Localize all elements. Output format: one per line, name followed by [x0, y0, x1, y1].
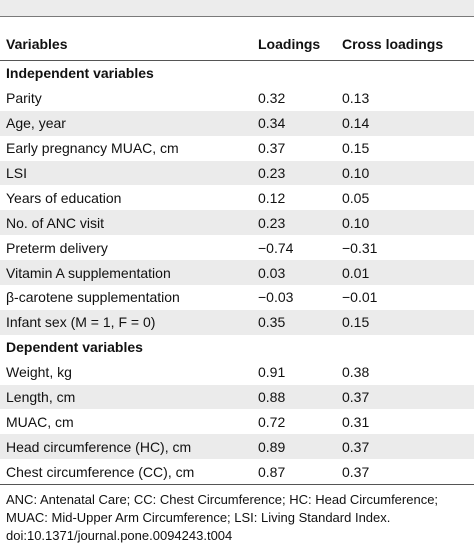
cell-variable: Parity — [6, 90, 42, 107]
cell-loading: 0.32 — [258, 90, 286, 107]
table-row: Vitamin A supplementation 0.03 0.01 — [0, 260, 474, 286]
cell-loading: 0.34 — [252, 110, 336, 136]
previous-table-edge — [0, 0, 474, 17]
cell-cross-loading: 0.31 — [342, 413, 370, 430]
cell-variable: Weight, kg — [6, 364, 72, 381]
table-row: Weight, kg 0.91 0.38 — [0, 360, 474, 385]
cell-loading: −0.03 — [258, 289, 294, 306]
table-row: Chest circumference (CC), cm 0.87 0.37 — [0, 459, 474, 486]
cell-cross-loading: 0.37 — [336, 459, 474, 486]
cell-variable: LSI — [0, 160, 252, 186]
cell-variable: Age, year — [0, 110, 252, 136]
section-header-row: Dependent variables — [0, 335, 474, 360]
section-title: Independent variables — [6, 65, 154, 82]
table-row: Infant sex (M = 1, F = 0) 0.35 0.15 — [0, 309, 474, 335]
table-footnote: ANC: Antenatal Care; CC: Chest Circumfer… — [6, 491, 468, 545]
table-row: Length, cm 0.88 0.37 — [0, 384, 474, 410]
cell-cross-loading: 0.10 — [336, 160, 474, 186]
table-row: Early pregnancy MUAC, cm 0.37 0.15 — [0, 136, 474, 161]
table-row: LSI 0.23 0.10 — [0, 160, 474, 186]
cell-loading: 0.89 — [252, 434, 336, 460]
cell-cross-loading: −0.01 — [342, 289, 378, 306]
table-body: Independent variables Parity 0.32 0.13 Age, … — [0, 61, 474, 486]
table-row: Head circumference (HC), cm 0.89 0.37 — [0, 434, 474, 460]
cell-cross-loading: 0.15 — [336, 309, 474, 335]
header-loadings: Loadings — [252, 28, 336, 61]
cell-loading: 0.72 — [258, 413, 286, 430]
cell-loading: 0.03 — [252, 260, 336, 286]
table-row: Preterm delivery −0.74 −0.31 — [0, 235, 474, 260]
cell-loading: 0.23 — [252, 210, 336, 236]
table-row: Parity 0.32 0.13 — [0, 86, 474, 111]
cell-cross-loading: 0.01 — [336, 260, 474, 286]
cell-loading: 0.23 — [252, 160, 336, 186]
cell-loading: 0.88 — [252, 384, 336, 410]
loadings-table: Variables Loadings Cross loadings Indepe… — [0, 28, 474, 486]
cell-variable: MUAC, cm — [6, 413, 74, 430]
cell-loading: −0.74 — [258, 239, 294, 256]
cell-loading: 0.37 — [258, 140, 286, 157]
footnote-doi: doi:10.1371/journal.pone.0094243.t004 — [6, 528, 233, 543]
cell-cross-loading: 0.37 — [336, 434, 474, 460]
cell-cross-loading: 0.38 — [342, 364, 370, 381]
cell-cross-loading: 0.05 — [342, 189, 370, 206]
section-title: Dependent variables — [6, 339, 143, 356]
table-row: Years of education 0.12 0.05 — [0, 185, 474, 210]
header-variables: Variables — [0, 28, 252, 61]
cell-variable: Chest circumference (CC), cm — [0, 459, 252, 486]
table-header-row: Variables Loadings Cross loadings — [0, 28, 474, 61]
cell-loading: 0.87 — [252, 459, 336, 486]
cell-variable: Vitamin A supplementation — [0, 260, 252, 286]
cell-variable: β-carotene supplementation — [6, 289, 180, 306]
table-row: No. of ANC visit 0.23 0.10 — [0, 210, 474, 236]
cell-loading: 0.91 — [258, 364, 286, 381]
cell-variable: No. of ANC visit — [0, 210, 252, 236]
cell-variable: Head circumference (HC), cm — [0, 434, 252, 460]
header-cross-loadings: Cross loadings — [336, 28, 474, 61]
table-row: β-carotene supplementation −0.03 −0.01 — [0, 285, 474, 310]
cell-cross-loading: 0.10 — [336, 210, 474, 236]
cell-variable: Infant sex (M = 1, F = 0) — [0, 309, 252, 335]
table-row: MUAC, cm 0.72 0.31 — [0, 409, 474, 434]
cell-variable: Preterm delivery — [6, 239, 108, 256]
cell-cross-loading: 0.37 — [336, 384, 474, 410]
cell-cross-loading: −0.31 — [342, 239, 378, 256]
cell-cross-loading: 0.15 — [342, 140, 370, 157]
cell-cross-loading: 0.14 — [336, 110, 474, 136]
section-header-row: Independent variables — [0, 61, 474, 86]
cell-variable: Early pregnancy MUAC, cm — [6, 140, 179, 157]
cell-loading: 0.12 — [258, 189, 286, 206]
cell-variable: Length, cm — [0, 384, 252, 410]
table-row: Age, year 0.34 0.14 — [0, 110, 474, 136]
cell-cross-loading: 0.13 — [342, 90, 370, 107]
cell-loading: 0.35 — [252, 309, 336, 335]
cell-variable: Years of education — [6, 189, 122, 206]
footnote-abbreviations: ANC: Antenatal Care; CC: Chest Circumfer… — [6, 492, 439, 525]
